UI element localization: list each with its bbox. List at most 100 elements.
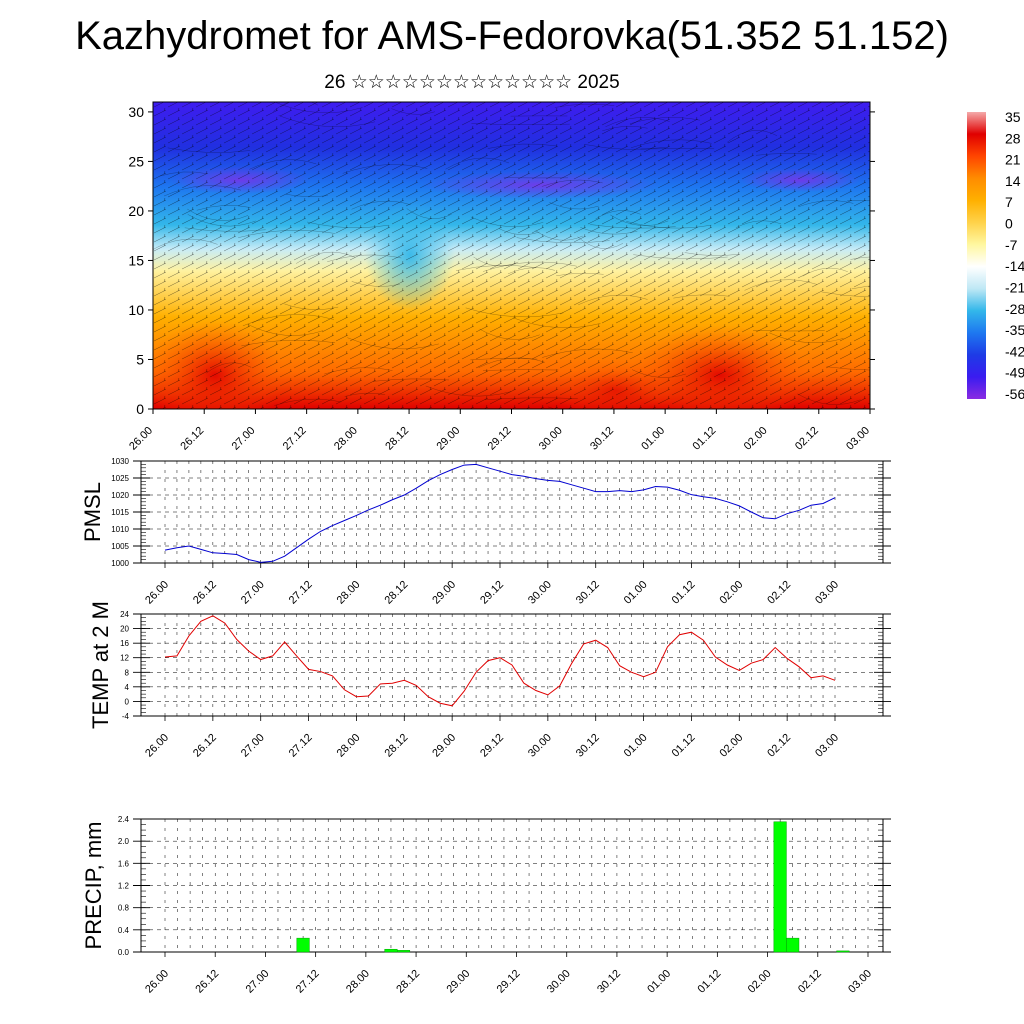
streamline [273,102,319,112]
x-tick-label: 28.00 [335,579,363,607]
x-tick-label: 29.00 [434,425,462,453]
x-tick-label: 26.00 [143,732,171,760]
y-tick-label: 1.6 [118,859,130,868]
x-tick-label: 29.12 [478,579,506,607]
colorbar-label: 28 [1005,130,1021,146]
streamline [347,337,439,350]
y-axis-label: PMSL [80,482,105,542]
temp-series-line [164,615,836,707]
x-tick-label: 30.00 [526,732,554,760]
x-tick-label: 03.00 [813,732,841,760]
streamline [344,392,386,397]
x-tick-label: 26.00 [143,968,171,996]
precip-panel: 0.0 0.4 0.8 1.2 1.6 2.0 2.4 26.00 26.12 27.00 27.1… [81,815,891,996]
streamline [769,332,844,343]
colorbar-label: 7 [1005,194,1013,210]
x-tick-label: 02.00 [717,732,745,760]
streamline [249,159,317,170]
streamline [602,125,648,132]
streamline [274,102,363,113]
y-tick-label: 0.8 [118,904,130,913]
x-tick-label: 26.12 [178,425,206,453]
y-axis-label: PRECIP, mm [81,822,106,950]
streamline [196,205,251,211]
x-tick-label: 26.00 [143,579,171,607]
x-tick-label: 30.12 [574,579,602,607]
streamline [516,237,610,244]
colorbar-label: 21 [1005,152,1021,168]
streamline [549,202,599,210]
streamline [482,261,578,272]
y-tick-label: 1000 [111,559,129,568]
y-tick-label: 16 [120,639,129,648]
streamline [153,238,218,250]
y-tick-label: 1015 [111,508,129,517]
streamline [295,251,356,264]
streamline [484,397,578,400]
streamline [167,147,251,153]
streamline [487,143,557,149]
y-tick-label: 12 [120,654,129,663]
x-tick-label: 28.12 [382,579,410,607]
x-tick-label: 02.12 [793,425,821,453]
x-tick-label: 29.00 [430,579,458,607]
x-tick-label: 03.00 [813,579,841,607]
streamline [556,272,604,277]
streamline [425,385,512,397]
y-tick-label: 1010 [111,525,129,534]
x-tick-label: 29.12 [478,732,506,760]
streamline [542,348,633,358]
streamline [159,171,208,177]
x-tick-label: 28.12 [382,732,410,760]
x-tick-label: 30.12 [574,732,602,760]
heatmap-panel [153,102,870,409]
y-tick-label: 20 [128,203,144,219]
x-tick-label: 29.00 [430,732,458,760]
x-tick-label: 29.12 [495,968,523,996]
streamline [756,153,817,156]
streamline [629,117,700,124]
x-tick-label: 26.12 [191,732,219,760]
x-tick-label: 01.00 [645,968,673,996]
precip-bar [836,950,850,953]
streamline [631,369,686,378]
x-tick-label: 03.00 [844,425,872,453]
y-tick-label: -4 [122,712,130,721]
x-tick-label: 26.00 [127,425,155,453]
x-tick-label: 02.12 [765,579,793,607]
streamline [507,267,555,275]
streamline [535,230,583,241]
y-tick-label: 1005 [111,542,129,551]
colorbar-scale [967,112,986,399]
y-tick-label: 24 [120,610,129,619]
streamline [633,254,728,260]
y-tick-label: 0 [125,697,130,706]
colorbar-label: 14 [1005,173,1021,189]
streamline [406,208,452,219]
streamline [324,367,393,375]
colorbar-label: -28 [1005,301,1024,317]
streamline [391,108,436,115]
streamline [278,115,376,127]
streamline [473,256,519,267]
x-tick-label: 02.00 [746,968,774,996]
precip-bar [296,937,310,953]
streamline [307,221,389,228]
precip-bar [786,937,800,953]
streamline [577,236,624,249]
streamline [184,227,266,232]
x-tick-label: 26.12 [191,579,219,607]
colorbar-label: -35 [1005,322,1024,338]
streamline [242,314,335,327]
x-tick-label: 01.12 [691,425,719,453]
y-tick-label: 1020 [111,491,129,500]
streamline [351,281,400,287]
y-tick-label: 0.4 [118,926,130,935]
streamline [850,256,870,260]
streamline [684,252,739,256]
streamline [470,358,538,361]
x-tick-label: 02.12 [765,732,793,760]
y-tick-label: 20 [120,625,129,634]
streamline [821,291,870,298]
streamline [753,330,825,332]
